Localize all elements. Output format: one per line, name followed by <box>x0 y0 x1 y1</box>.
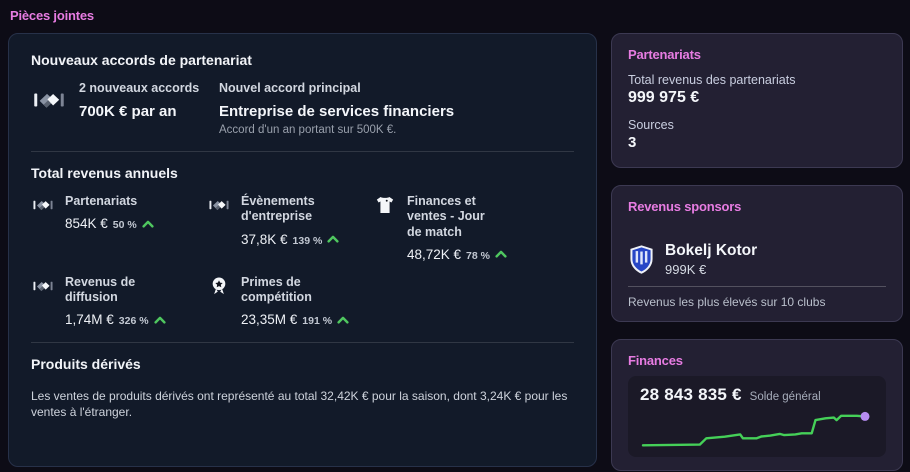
partnerships-card[interactable]: Partenariats Total revenus des partenari… <box>611 33 903 168</box>
handshake-icon <box>208 194 230 216</box>
trend-up-icon <box>327 235 339 243</box>
handshake-icon <box>32 194 54 216</box>
section-divider <box>31 151 574 152</box>
merchandise-heading: Produits dérivés <box>31 356 141 373</box>
club-crest-icon <box>628 244 655 275</box>
stat-diffusion: Revenus de diffusion 1,74M € 326 % <box>31 274 207 328</box>
trend-up-icon <box>337 316 349 324</box>
annual-revenue-grid: Partenariats 854K € 50 % Évènements d'en… <box>31 194 574 327</box>
stat-percent: 326 % <box>118 315 149 328</box>
finances-card[interactable]: Finances 28 843 835 € Solde général <box>611 339 903 471</box>
partnerships-total-label: Total revenus des partenariats <box>628 73 796 87</box>
stat-label: Primes de compétition <box>241 274 312 304</box>
handshake-icon <box>32 275 54 297</box>
sponsor-row: Bokelj Kotor 999K € <box>628 242 886 277</box>
new-deals-row: 2 nouveaux accords 700K € par an Nouvel … <box>31 81 574 136</box>
finances-card-title: Finances <box>628 353 683 368</box>
stat-label: Partenariats <box>65 194 138 208</box>
stat-value: 37,8K € <box>241 231 288 247</box>
partnerships-sources-value: 3 <box>628 134 637 151</box>
page-title: Pièces jointes <box>10 8 94 23</box>
new-deals-heading: Nouveaux accords de partenariat <box>31 52 252 68</box>
trend-up-icon <box>142 220 154 228</box>
medal-icon <box>208 275 230 297</box>
new-deals-count-label: 2 nouveaux accords <box>79 81 200 95</box>
sponsor-divider <box>628 286 886 288</box>
tshirt-icon <box>374 194 396 216</box>
main-deal-note: Accord d'un an portant sur 500K €. <box>219 124 397 136</box>
stat-percent: 191 % <box>302 315 333 328</box>
handshake-icon <box>32 83 66 117</box>
partnership-report-card: Nouveaux accords de partenariat 2 nouvea… <box>8 33 597 467</box>
partnerships-total-value: 999 975 € <box>628 89 700 106</box>
merchandise-text: Les ventes de produits dérivés ont repré… <box>31 389 568 420</box>
main-deal-label: Nouvel accord principal <box>219 81 361 95</box>
sponsor-club-value: 999K € <box>665 262 707 278</box>
balance-value: 28 843 835 € <box>640 385 742 404</box>
section-divider <box>31 342 574 344</box>
stat-value: 1,74M € <box>65 312 114 328</box>
stat-evenements: Évènements d'entreprise 37,8K € 139 % <box>207 194 373 262</box>
stat-finances-ventes: Finances et ventes - Jour de match 48,72… <box>373 194 574 262</box>
stat-label: Évènements d'entreprise <box>241 194 315 224</box>
trend-up-icon <box>154 316 166 324</box>
stat-percent: 50 % <box>112 219 137 232</box>
partnerships-sources-label: Sources <box>628 118 674 132</box>
finances-sparkline <box>640 407 874 451</box>
partnerships-card-title: Partenariats <box>628 47 701 62</box>
main-deal-value: Entreprise de services financiers <box>219 103 455 120</box>
stat-label: Finances et ventes - Jour de match <box>407 194 485 239</box>
balance-chart <box>641 411 870 447</box>
trend-up-icon <box>495 250 507 258</box>
stat-primes: Primes de compétition 23,35M € 191 % <box>207 274 373 328</box>
stat-value: 48,72K € <box>407 246 462 262</box>
annual-revenue-heading: Total revenus annuels <box>31 165 178 181</box>
balance-panel: 28 843 835 € Solde général <box>628 376 886 457</box>
stat-value: 23,35M € <box>241 312 298 328</box>
sponsor-caption: Revenus les plus élevés sur 10 clubs <box>628 295 826 310</box>
balance-label: Solde général <box>749 391 821 403</box>
stat-label: Revenus de diffusion <box>65 274 136 304</box>
stat-partenariats: Partenariats 854K € 50 % <box>31 194 207 262</box>
new-deals-count-value: 700K € par an <box>79 103 177 120</box>
chart-endpoint-dot <box>860 411 870 421</box>
stat-percent: 78 % <box>466 249 490 262</box>
sponsors-card-title: Revenus sponsors <box>628 199 742 214</box>
sponsor-club-name: Bokelj Kotor <box>665 242 758 259</box>
sponsors-card[interactable]: Revenus sponsors Bokelj Kotor 999K € Rev… <box>611 185 903 322</box>
new-deals-count-block: 2 nouveaux accords 700K € par an <box>79 81 219 120</box>
sidebar: Partenariats Total revenus des partenari… <box>611 33 903 471</box>
main-deal-block: Nouvel accord principal Entreprise de se… <box>219 81 454 136</box>
stat-value: 854K € <box>65 216 108 232</box>
balance-row: 28 843 835 € Solde général <box>640 385 874 405</box>
stat-percent: 139 % <box>292 234 323 247</box>
